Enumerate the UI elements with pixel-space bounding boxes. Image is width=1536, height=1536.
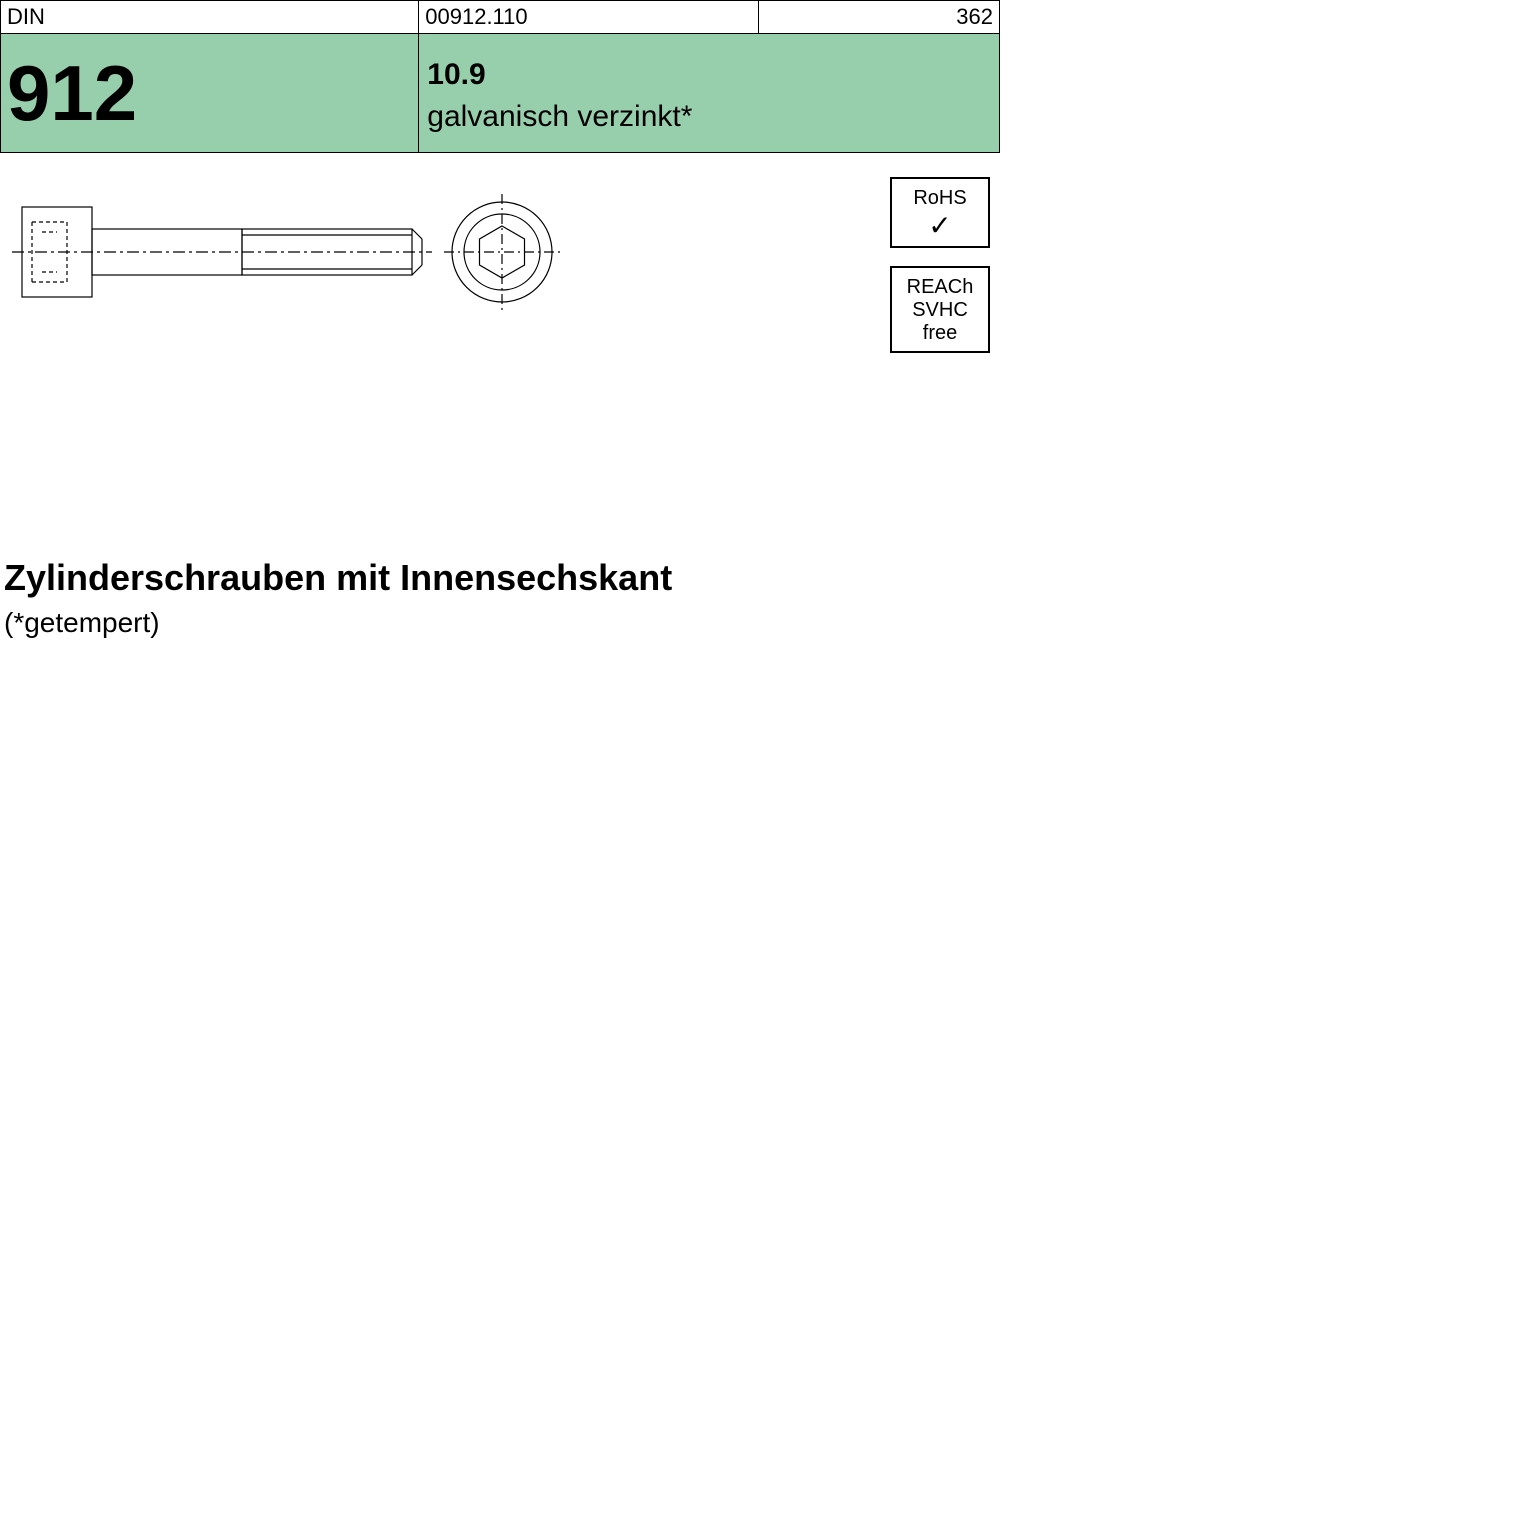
screw-diagram	[12, 187, 572, 317]
title-block: Zylinderschrauben mit Innensechskant (*g…	[0, 557, 1000, 639]
check-icon: ✓	[896, 212, 984, 240]
standard-label: DIN	[7, 4, 45, 29]
spec-cell: 10.9 galvanisch verzinkt*	[419, 34, 1000, 153]
product-subtitle: (*getempert)	[4, 607, 1000, 639]
standard-code-cell: 00912.110	[419, 1, 759, 34]
header-top-row: DIN 00912.110 362	[1, 1, 1000, 34]
reach-line2: SVHC	[912, 299, 968, 321]
rohs-label: RoHS	[913, 187, 966, 209]
standard-code: 00912.110	[425, 4, 527, 29]
standard-number-cell: 912	[1, 34, 419, 153]
standard-label-cell: DIN	[1, 1, 419, 34]
page-ref: 362	[956, 4, 993, 29]
diagram-area: RoHS ✓ REACh SVHC free	[0, 177, 1000, 417]
finish: galvanisch verzinkt*	[427, 100, 999, 134]
reach-line1: REACh	[907, 276, 974, 298]
page-ref-cell: 362	[759, 1, 1000, 34]
product-title: Zylinderschrauben mit Innensechskant	[4, 557, 1000, 599]
reach-badge: REACh SVHC free	[890, 266, 990, 353]
header-green-row: 912 10.9 galvanisch verzinkt*	[1, 34, 1000, 153]
rohs-badge: RoHS ✓	[890, 177, 990, 248]
spec-header-table: DIN 00912.110 362 912 10.9 galvanisch ve…	[0, 0, 1000, 153]
reach-line3: free	[923, 322, 957, 344]
compliance-badges: RoHS ✓ REACh SVHC free	[890, 177, 990, 353]
standard-number: 912	[7, 49, 137, 137]
grade: 10.9	[427, 58, 999, 92]
